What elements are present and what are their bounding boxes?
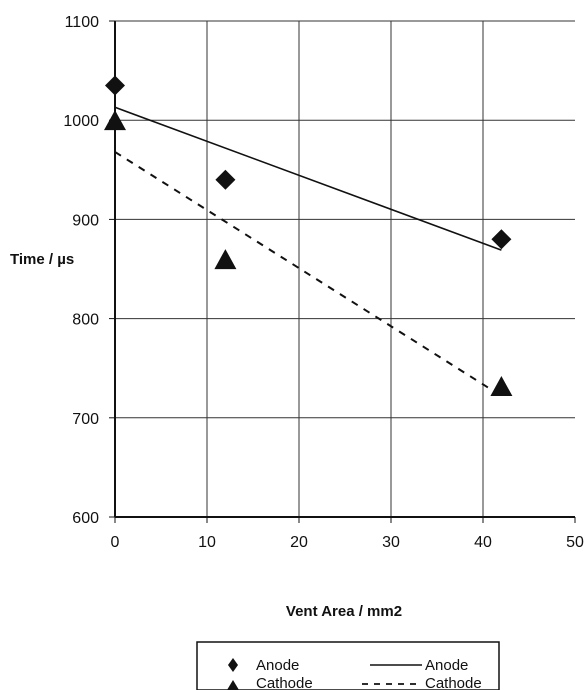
- legend-cathode-line-label: Cathode: [425, 675, 482, 690]
- legend: Anode Anode Cathode Cathode: [196, 641, 500, 690]
- cathode-point: [214, 249, 237, 270]
- trendlines: [114, 106, 502, 397]
- x-tick-label: 40: [474, 534, 492, 551]
- data-points: [104, 75, 513, 397]
- cathode-point: [490, 376, 513, 397]
- anode-point: [215, 169, 236, 190]
- anode-point: [105, 75, 125, 96]
- y-tick-label: 800: [72, 312, 99, 329]
- y-tick-label: 1000: [63, 113, 99, 130]
- x-tick-label: 20: [290, 534, 308, 551]
- axes: [109, 20, 576, 523]
- y-axis-title: Time / µs: [10, 251, 74, 268]
- anode-trendline: [114, 106, 502, 251]
- cathode-point: [104, 110, 126, 131]
- legend-anode-line-label: Anode: [425, 657, 468, 674]
- legend-anode-marker-label: Anode: [256, 657, 299, 674]
- y-tick-label: 1100: [65, 14, 100, 31]
- y-tick-label: 900: [72, 212, 99, 229]
- diamond-icon: [228, 658, 238, 672]
- grid-lines: [115, 20, 575, 517]
- legend-cathode-marker-label: Cathode: [256, 675, 313, 690]
- x-axis-title: Vent Area / mm2: [286, 603, 402, 620]
- tick-labels: 0 10 20 30 40 50 600 700 800 900 1000 1100: [63, 14, 584, 551]
- x-tick-label: 50: [566, 534, 584, 551]
- legend-box: [196, 641, 500, 690]
- anode-point: [491, 229, 512, 250]
- x-tick-label: 0: [111, 534, 120, 551]
- x-tick-label: 10: [198, 534, 216, 551]
- legend-anode-marker: [228, 658, 238, 672]
- triangle-icon: [227, 680, 239, 690]
- x-tick-label: 30: [382, 534, 400, 551]
- y-tick-label: 700: [72, 411, 99, 428]
- legend-cathode-marker: [227, 680, 239, 690]
- cathode-trendline: [114, 151, 502, 397]
- y-tick-label: 600: [72, 510, 99, 527]
